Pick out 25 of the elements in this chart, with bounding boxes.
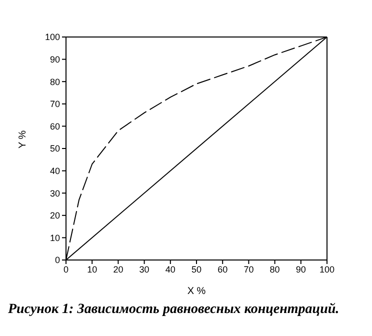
y-tick-label: 90 — [50, 54, 60, 64]
text: Рисунок 1: Зависимость равновесных концентраций. — [8, 302, 340, 318]
x-tick-label: 90 — [296, 264, 306, 274]
y-tick-label: 20 — [50, 210, 60, 221]
y-tick-label: 60 — [50, 121, 60, 132]
x-tick-label: 100 — [319, 264, 335, 274]
x-tick-label: 10 — [87, 264, 98, 274]
y-tick-label: 0 — [54, 255, 60, 266]
x-tick-label: 50 — [191, 264, 202, 274]
x-tick-label: 40 — [165, 264, 176, 274]
y-tick-label: 40 — [50, 166, 60, 176]
y-tick-label: 10 — [50, 232, 60, 243]
x-axis-title: X % — [187, 286, 206, 297]
x-tick-label: 20 — [113, 264, 124, 274]
y-tick-label: 100 — [44, 32, 60, 42]
y-tick-label: 70 — [50, 99, 60, 110]
y-axis-title: Y % — [18, 130, 29, 148]
y-tick-label: 30 — [50, 188, 60, 198]
y-tick-label: 50 — [50, 144, 60, 154]
x-tick-label: 0 — [63, 264, 69, 274]
x-tick-label: 60 — [218, 264, 228, 274]
x-tick-label: 30 — [139, 264, 150, 274]
x-tick-label: 80 — [270, 264, 280, 274]
x-tick-label: 70 — [244, 264, 254, 274]
y-tick-label: 80 — [50, 76, 60, 87]
